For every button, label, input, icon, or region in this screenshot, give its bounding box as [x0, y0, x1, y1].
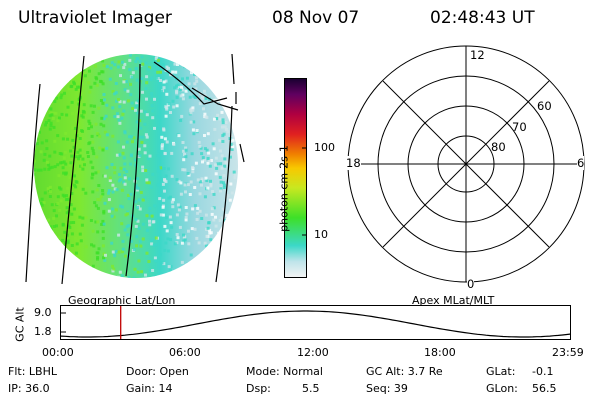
gc-alt-status: GC Alt: 3.7 Re [366, 365, 443, 378]
time-label: 02:48:43 UT [430, 8, 535, 28]
colorbar-tick-100: 100 [314, 141, 335, 154]
time-tick-end: 23:59 [552, 346, 584, 359]
mlt-label-6: 6 [577, 156, 585, 170]
date-label: 08 Nov 07 [272, 8, 360, 28]
dsp-label: Dsp: [246, 382, 271, 395]
lat-label-70: 70 [512, 120, 527, 134]
gc-alt-axis-label: GC Alt [13, 307, 27, 342]
glon-label: GLon: [486, 382, 518, 395]
lat-label-60: 60 [537, 99, 552, 113]
mlt-label-18: 18 [346, 156, 361, 170]
lat-label-80: 80 [491, 140, 506, 154]
glat-value: -0.1 [532, 365, 554, 378]
geographic-label: Geographic Lat/Lon [68, 294, 176, 307]
mode-status: Mode: Normal [246, 365, 323, 378]
polar-mlat-mlt-plot [347, 45, 585, 283]
glat-label: GLat: [486, 365, 516, 378]
auroral-image [25, 53, 245, 285]
alt-tick-9: 9.0 [34, 306, 52, 319]
color-scale-bar [284, 78, 307, 278]
door-status: Door: Open [126, 365, 189, 378]
time-tick-6: 06:00 [169, 346, 201, 359]
gain-status: Gain: 14 [126, 382, 173, 395]
instrument-title: Ultraviolet Imager [18, 8, 172, 28]
seq-status: Seq: 39 [366, 382, 408, 395]
dsp-value: 5.5 [302, 382, 320, 395]
alt-tick-1.8: 1.8 [34, 325, 52, 338]
mlt-label-12: 12 [470, 48, 485, 62]
colorbar-unit-label: photon cm-2s-1 [277, 145, 291, 232]
mlt-label-0: 0 [467, 277, 475, 291]
colorbar-tick-10: 10 [314, 228, 328, 241]
ip-status: IP: 36.0 [8, 382, 50, 395]
time-tick-0: 00:00 [42, 346, 74, 359]
orbit-altitude-plot [60, 305, 572, 340]
time-tick-12: 12:00 [297, 346, 329, 359]
filter-status: Flt: LBHL [8, 365, 57, 378]
apex-label: Apex MLat/MLT [412, 294, 495, 307]
glon-value: 56.5 [532, 382, 557, 395]
time-tick-18: 18:00 [424, 346, 456, 359]
